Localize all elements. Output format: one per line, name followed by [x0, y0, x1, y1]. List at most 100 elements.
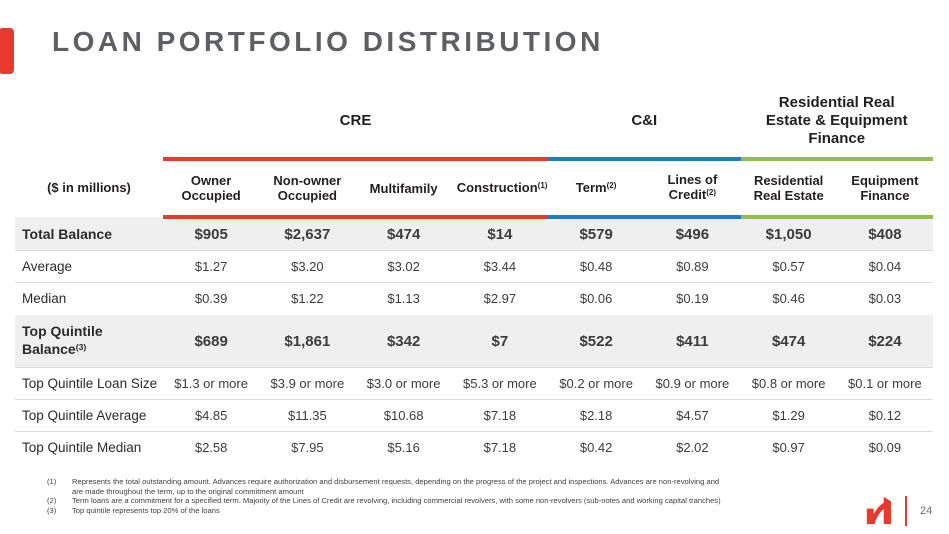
table-row-top-quintile-average: Top Quintile Average $4.85 $11.35 $10.68 $7.…: [15, 399, 933, 432]
table-row-average: Average $1.27 $3.20 $3.02 $3.44 $0.48 $0.89 $0.…: [15, 250, 933, 283]
group-header-label: Residential Real Estate & Equipment Fina…: [765, 94, 908, 147]
cell-value: $3.0 or more: [366, 376, 441, 391]
cell-value: $1.22: [291, 291, 324, 306]
group-header-row: CRE C&I Residential Real Estate & Equipmen…: [15, 85, 933, 161]
group-header-residential-real-est: Residential Real Estate & Equipment Fina…: [740, 85, 933, 161]
cell-value: $474: [771, 332, 806, 350]
table-row-top-quintile-median: Top Quintile Median $2.58 $7.95 $5.16 $7.18 $…: [15, 431, 933, 464]
column-header-multifamily: Multifamily: [355, 159, 452, 219]
row-label: Average: [22, 259, 73, 274]
footnote-2: (2) Term loans are a commitment for a spe…: [47, 496, 722, 506]
cell-value: $2.58: [194, 440, 228, 455]
cell-value: $0.12: [868, 408, 902, 423]
cell-value: $0.46: [772, 291, 805, 306]
loan-distribution-table: CRE C&I Residential Real Estate & Equipmen…: [15, 85, 933, 463]
group-header-label: C&I: [631, 112, 658, 129]
cell-value: $496: [675, 226, 710, 243]
footnote-number: (3): [47, 505, 57, 515]
column-header-term: Term(2): [548, 159, 645, 219]
cell-value: $0.57: [772, 259, 805, 274]
cell-value: $10.68: [383, 408, 424, 423]
cell-value: $7.95: [291, 440, 324, 455]
cell-value: $0.06: [579, 291, 613, 306]
cell-value: $224: [868, 332, 902, 350]
cell-value: $3.9 or more: [270, 376, 345, 391]
cell-value: $342: [386, 332, 421, 350]
table-row-top-quintile-loan-size: Top Quintile Loan Size $1.3 or more $3.9 o…: [15, 367, 933, 400]
page-title: LOAN PORTFOLIO DISTRIBUTION: [52, 26, 604, 57]
cell-value: $7: [491, 332, 509, 350]
column-header-row: ($ in millions) Owner Occupied Non-owner O…: [15, 159, 933, 219]
column-header-construction: Construction(1): [451, 159, 548, 219]
cell-value: $2.18: [579, 408, 613, 423]
cell-value: $1.29: [772, 408, 805, 423]
corner-cell: [15, 85, 163, 159]
row-label: Top Quintile Average: [22, 408, 147, 423]
row-label: Median: [22, 291, 67, 306]
footer-divider: [905, 495, 907, 526]
cell-value: $7.18: [483, 440, 517, 455]
data-table: CRE C&I Residential Real Estate & Equipmen…: [15, 85, 933, 463]
cell-value: $2.02: [676, 440, 709, 455]
cell-value: $0.09: [868, 440, 902, 455]
column-header-equipment-finance: Equipment Finance: [836, 159, 933, 219]
cell-value: $3.02: [387, 259, 420, 274]
cell-value: $0.19: [676, 291, 709, 306]
cell-value: $2,637: [284, 226, 331, 243]
column-header-non-owner-occupied: Non-owner Occupied: [259, 159, 356, 219]
footnote-number: (1): [47, 477, 57, 486]
footer: 24: [865, 495, 936, 526]
group-header-c-i: C&I: [548, 85, 741, 161]
cell-value: $1,050: [765, 226, 812, 243]
row-label: Top Quintile Median: [22, 440, 142, 455]
table-row-median: Median $0.39 $1.22 $1.13 $2.97 $0.06 $0.19 $0.4…: [15, 282, 933, 315]
table-row-total-balance: Total Balance $905 $2,637 $474 $14 $579 $496 $1…: [15, 217, 933, 251]
cell-value: $0.89: [676, 259, 709, 274]
cell-value: $411: [676, 332, 709, 350]
cell-value: $0.48: [579, 259, 613, 274]
page-number: 24: [920, 504, 933, 517]
cell-value: $1.27: [194, 259, 228, 274]
footnotes: (1) Represents the total outstanding amou…: [47, 477, 722, 515]
cell-value: $0.04: [868, 259, 902, 274]
cell-value: $0.1 or more: [848, 376, 922, 391]
cell-value: $579: [579, 226, 613, 243]
company-logo-icon: [866, 496, 891, 525]
cell-value: $3.20: [291, 259, 324, 274]
column-header-owner-occupied: Owner Occupied: [163, 159, 260, 219]
cell-value: $1,861: [284, 332, 331, 350]
column-header-lines-of-credit: Lines of Credit(2): [644, 159, 741, 219]
footnote-1: (1) Represents the total outstanding amou…: [47, 477, 722, 496]
row-label: Top Quintile Loan Size: [22, 376, 158, 391]
cell-value: $2.97: [483, 291, 517, 306]
cell-value: $1.13: [387, 291, 420, 306]
cell-value: $0.2 or more: [559, 376, 633, 391]
footnote-text: Represents the total outstanding amount.…: [72, 477, 720, 496]
cell-value: $4.57: [676, 408, 709, 423]
cell-value: $11.35: [287, 408, 327, 423]
cell-value: $0.39: [194, 291, 228, 306]
cell-value: $7.18: [483, 408, 517, 423]
cell-value: $4.85: [194, 408, 228, 423]
row-label: Total Balance: [22, 225, 112, 242]
footnote-number: (2): [47, 496, 57, 506]
cell-value: $5.3 or more: [463, 376, 537, 391]
column-header-residential-real-estate: Residential Real Estate: [740, 159, 837, 219]
cell-value: $14: [487, 226, 513, 243]
units-label: ($ in millions): [47, 180, 131, 196]
row-label: Top Quintile Balance(3): [22, 323, 103, 357]
cell-value: $0.42: [579, 440, 613, 455]
footnote-text: Top quintile represents top 20% of the l…: [72, 505, 220, 515]
footnote-text: Term loans are a commitment for a specif…: [72, 496, 721, 506]
cell-value: $522: [579, 332, 613, 350]
cell-value: $3.44: [483, 259, 517, 274]
cell-value: $905: [194, 226, 228, 243]
cell-value: $408: [868, 226, 902, 243]
cell-value: $1.3 or more: [174, 376, 248, 391]
group-header-label: CRE: [339, 112, 372, 129]
cell-value: $0.9 or more: [655, 376, 730, 391]
cell-value: $689: [194, 332, 228, 350]
table-row-top-quintile-balance: Top Quintile Balance(3) $689 $1,861 $342 $7 $…: [15, 314, 933, 368]
cell-value: $0.8 or more: [751, 376, 826, 391]
